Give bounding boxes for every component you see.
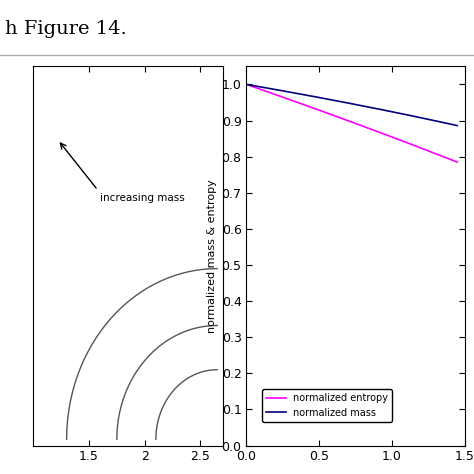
Line: normalized mass: normalized mass bbox=[246, 84, 457, 126]
normalized mass bbox=[455, 123, 460, 128]
normalized mass bbox=[416, 115, 422, 120]
normalized mass bbox=[344, 100, 349, 106]
normalized mass bbox=[358, 102, 364, 108]
Line: normalized entropy: normalized entropy bbox=[246, 84, 457, 162]
Legend: normalized entropy, normalized mass: normalized entropy, normalized mass bbox=[262, 389, 392, 422]
Text: increasing mass: increasing mass bbox=[100, 193, 185, 203]
normalized entropy bbox=[344, 117, 349, 123]
normalized entropy bbox=[345, 118, 351, 123]
normalized entropy bbox=[455, 159, 460, 165]
normalized entropy bbox=[369, 127, 375, 132]
normalized mass bbox=[449, 122, 455, 128]
normalized entropy bbox=[244, 82, 249, 87]
Text: h Figure 14.: h Figure 14. bbox=[5, 20, 127, 38]
normalized mass bbox=[345, 100, 351, 106]
normalized entropy bbox=[358, 122, 364, 128]
normalized entropy bbox=[449, 157, 455, 163]
normalized mass bbox=[244, 82, 249, 87]
normalized mass bbox=[369, 105, 375, 110]
Y-axis label: normalized mass & entropy: normalized mass & entropy bbox=[208, 179, 218, 333]
normalized entropy bbox=[416, 145, 422, 150]
